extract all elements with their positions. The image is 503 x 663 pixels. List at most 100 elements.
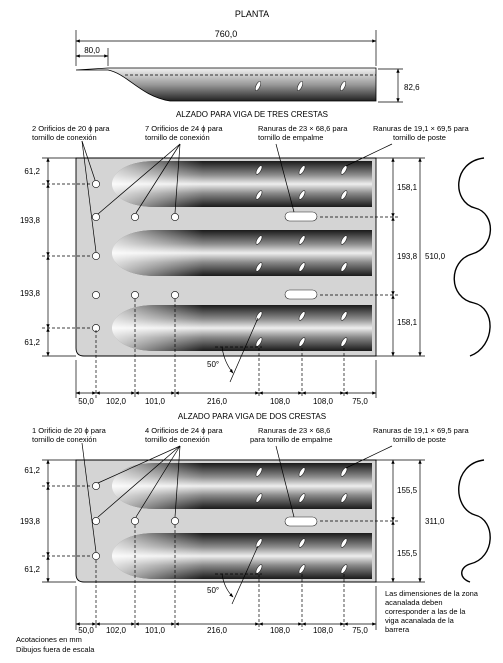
elev2-hole-24 bbox=[171, 517, 179, 525]
elev3-post-slot bbox=[255, 190, 263, 200]
elev3-hole-24 bbox=[92, 291, 100, 299]
elev3-hole-24 bbox=[131, 213, 139, 221]
elev2-post-slot bbox=[298, 538, 306, 548]
elev3-hole-24 bbox=[92, 252, 100, 260]
elev3-left-dim: 193,8 bbox=[20, 216, 41, 225]
plan-slot bbox=[296, 81, 304, 91]
elev3-bottom-dim: 50,0 bbox=[78, 397, 94, 406]
elev3-post-slot bbox=[298, 262, 306, 272]
elev3-post-slot bbox=[298, 311, 306, 321]
plan-dim-height: 82,6 bbox=[404, 83, 420, 92]
elev2-bottom-dim: 102,0 bbox=[106, 626, 127, 635]
elev3-note-holes20: 2 Orificios de 20 ϕ para tornillo de con… bbox=[32, 124, 112, 142]
elev3-post-slot bbox=[255, 262, 263, 272]
elev3-right-dim: 158,1 bbox=[397, 183, 418, 192]
elev3-angle: 50° bbox=[207, 360, 219, 369]
plan-title: PLANTA bbox=[235, 9, 269, 19]
elev2-post-slot bbox=[255, 493, 263, 503]
elev3-post-slot bbox=[255, 235, 263, 245]
elev3-splice-slot bbox=[284, 211, 318, 222]
footer-notes: Acotaciones en mm Dibujos fuera de escal… bbox=[16, 635, 95, 654]
elev2-left-dim: 61,2 bbox=[24, 466, 40, 475]
elev2-splice-slot bbox=[284, 516, 318, 527]
plan-dim-total: 760,0 bbox=[215, 29, 238, 39]
elev3-left-dim: 61,2 bbox=[24, 167, 40, 176]
elev3-post-slot bbox=[255, 165, 263, 175]
elev3-left-dim: 193,8 bbox=[20, 289, 41, 298]
elev3-note-holes24: 7 Orificios de 24 ϕ para tornillo de con… bbox=[145, 124, 225, 142]
elev2-left-dim: 193,8 bbox=[20, 517, 41, 526]
elev2-total-height: 311,0 bbox=[425, 517, 445, 526]
elev2-post-slot bbox=[340, 564, 348, 574]
plan-beam-profile bbox=[75, 67, 377, 102]
elev3-title: ALZADO PARA VIGA DE TRES CRESTAS bbox=[176, 110, 328, 119]
elev2-note-splice: Ranuras de 23 × 68,6 para tornillo de em… bbox=[250, 426, 333, 444]
elev3-post-slot bbox=[340, 337, 348, 347]
elev3-post-slot bbox=[340, 190, 348, 200]
elev3-bottom-dim: 102,0 bbox=[106, 397, 127, 406]
elev3-bottom-dim: 75,0 bbox=[352, 397, 368, 406]
elev2-note-post: Ranuras de 19,1 × 69,5 para tornillo de … bbox=[373, 426, 471, 444]
elev2-hole-24 bbox=[131, 517, 139, 525]
elev2-post-slot bbox=[298, 467, 306, 477]
elev2-post-slot bbox=[340, 538, 348, 548]
elev3-post-slot bbox=[298, 165, 306, 175]
elev3-post-slot bbox=[340, 262, 348, 272]
elev3-post-slot bbox=[255, 311, 263, 321]
elev2-post-slot bbox=[298, 564, 306, 574]
elev3-hole-24 bbox=[92, 213, 100, 221]
elev3-hole-24 bbox=[131, 291, 139, 299]
elev2-hole-24 bbox=[92, 517, 100, 525]
elev2-bottom-dim: 108,0 bbox=[313, 626, 334, 635]
fluted-zone-note: Las dimensiones de la zona acanalada deb… bbox=[385, 589, 480, 634]
elev2-bottom-dim: 108,0 bbox=[270, 626, 291, 635]
elev3-bottom-dim: 108,0 bbox=[313, 397, 334, 406]
elev3-post-slot bbox=[255, 337, 263, 347]
elev2-post-slot bbox=[255, 467, 263, 477]
elev2-post-slot bbox=[298, 493, 306, 503]
elev3-post-slot bbox=[298, 235, 306, 245]
elev2-post-slot bbox=[340, 493, 348, 503]
elev3-bottom-dim: 101,0 bbox=[145, 397, 166, 406]
elev3-hole-24 bbox=[171, 291, 179, 299]
elev2-note-holes20: 1 Orificio de 20 ϕ para tornillo de cone… bbox=[32, 426, 108, 444]
elev2-title: ALZADO PARA VIGA DE DOS CRESTAS bbox=[178, 412, 326, 421]
elev2-post-slot bbox=[255, 564, 263, 574]
elev3-post-slot bbox=[298, 337, 306, 347]
elev3-splice-slot bbox=[284, 289, 318, 300]
elev2-right-dim: 155,5 bbox=[397, 486, 418, 495]
elev2-note-holes24: 4 Orificios de 24 ϕ para tornillo de con… bbox=[145, 426, 225, 444]
plan-dim-left: 80,0 bbox=[84, 46, 100, 55]
elev3-bottom-dim: 108,0 bbox=[270, 397, 291, 406]
elev2-left-dim: 61,2 bbox=[24, 565, 40, 574]
elev3-post-slot bbox=[340, 235, 348, 245]
elev2-bottom-dim: 101,0 bbox=[145, 626, 166, 635]
elev2-bottom-dim: 216,0 bbox=[207, 626, 228, 635]
elev3-cross-section-profile bbox=[453, 157, 491, 357]
elev2-bottom-dim: 75,0 bbox=[352, 626, 368, 635]
elev2-hole-20 bbox=[92, 552, 100, 560]
elev3-post-slot bbox=[340, 311, 348, 321]
elev2-right-dim: 155,5 bbox=[397, 549, 418, 558]
plan-view: PLANTA 760,0 80,0 82,6 bbox=[75, 9, 420, 103]
elev2-cross-section-profile bbox=[458, 459, 491, 583]
two-crest-elevation: ALZADO PARA VIGA DE DOS CRESTAS 1 Orific… bbox=[20, 412, 491, 635]
elev3-total-height: 510,0 bbox=[425, 252, 446, 261]
elev3-hole-24 bbox=[171, 213, 179, 221]
elev3-note-post: Ranuras de 19,1 × 69,5 para tornillo de … bbox=[373, 124, 471, 142]
elev3-left-dim: 61,2 bbox=[24, 338, 40, 347]
elev2-post-slot bbox=[255, 538, 263, 548]
three-crest-elevation: ALZADO PARA VIGA DE TRES CRESTAS 2 Orifi… bbox=[20, 110, 491, 406]
elev3-note-splice: Ranuras de 23 × 68,6 para tornillo de em… bbox=[258, 124, 350, 142]
elev3-bottom-dim: 216,0 bbox=[207, 397, 228, 406]
plan-slot bbox=[339, 81, 347, 91]
elev3-right-dim: 193,8 bbox=[397, 252, 418, 261]
elev3-post-slot bbox=[298, 190, 306, 200]
elev3-hole-20 bbox=[92, 180, 100, 188]
elev2-bottom-dim: 50,0 bbox=[78, 626, 94, 635]
elev3-right-dim: 158,1 bbox=[397, 318, 418, 327]
elev2-hole-24 bbox=[92, 482, 100, 490]
elev2-angle: 50° bbox=[207, 586, 219, 595]
plan-slot bbox=[254, 81, 262, 91]
